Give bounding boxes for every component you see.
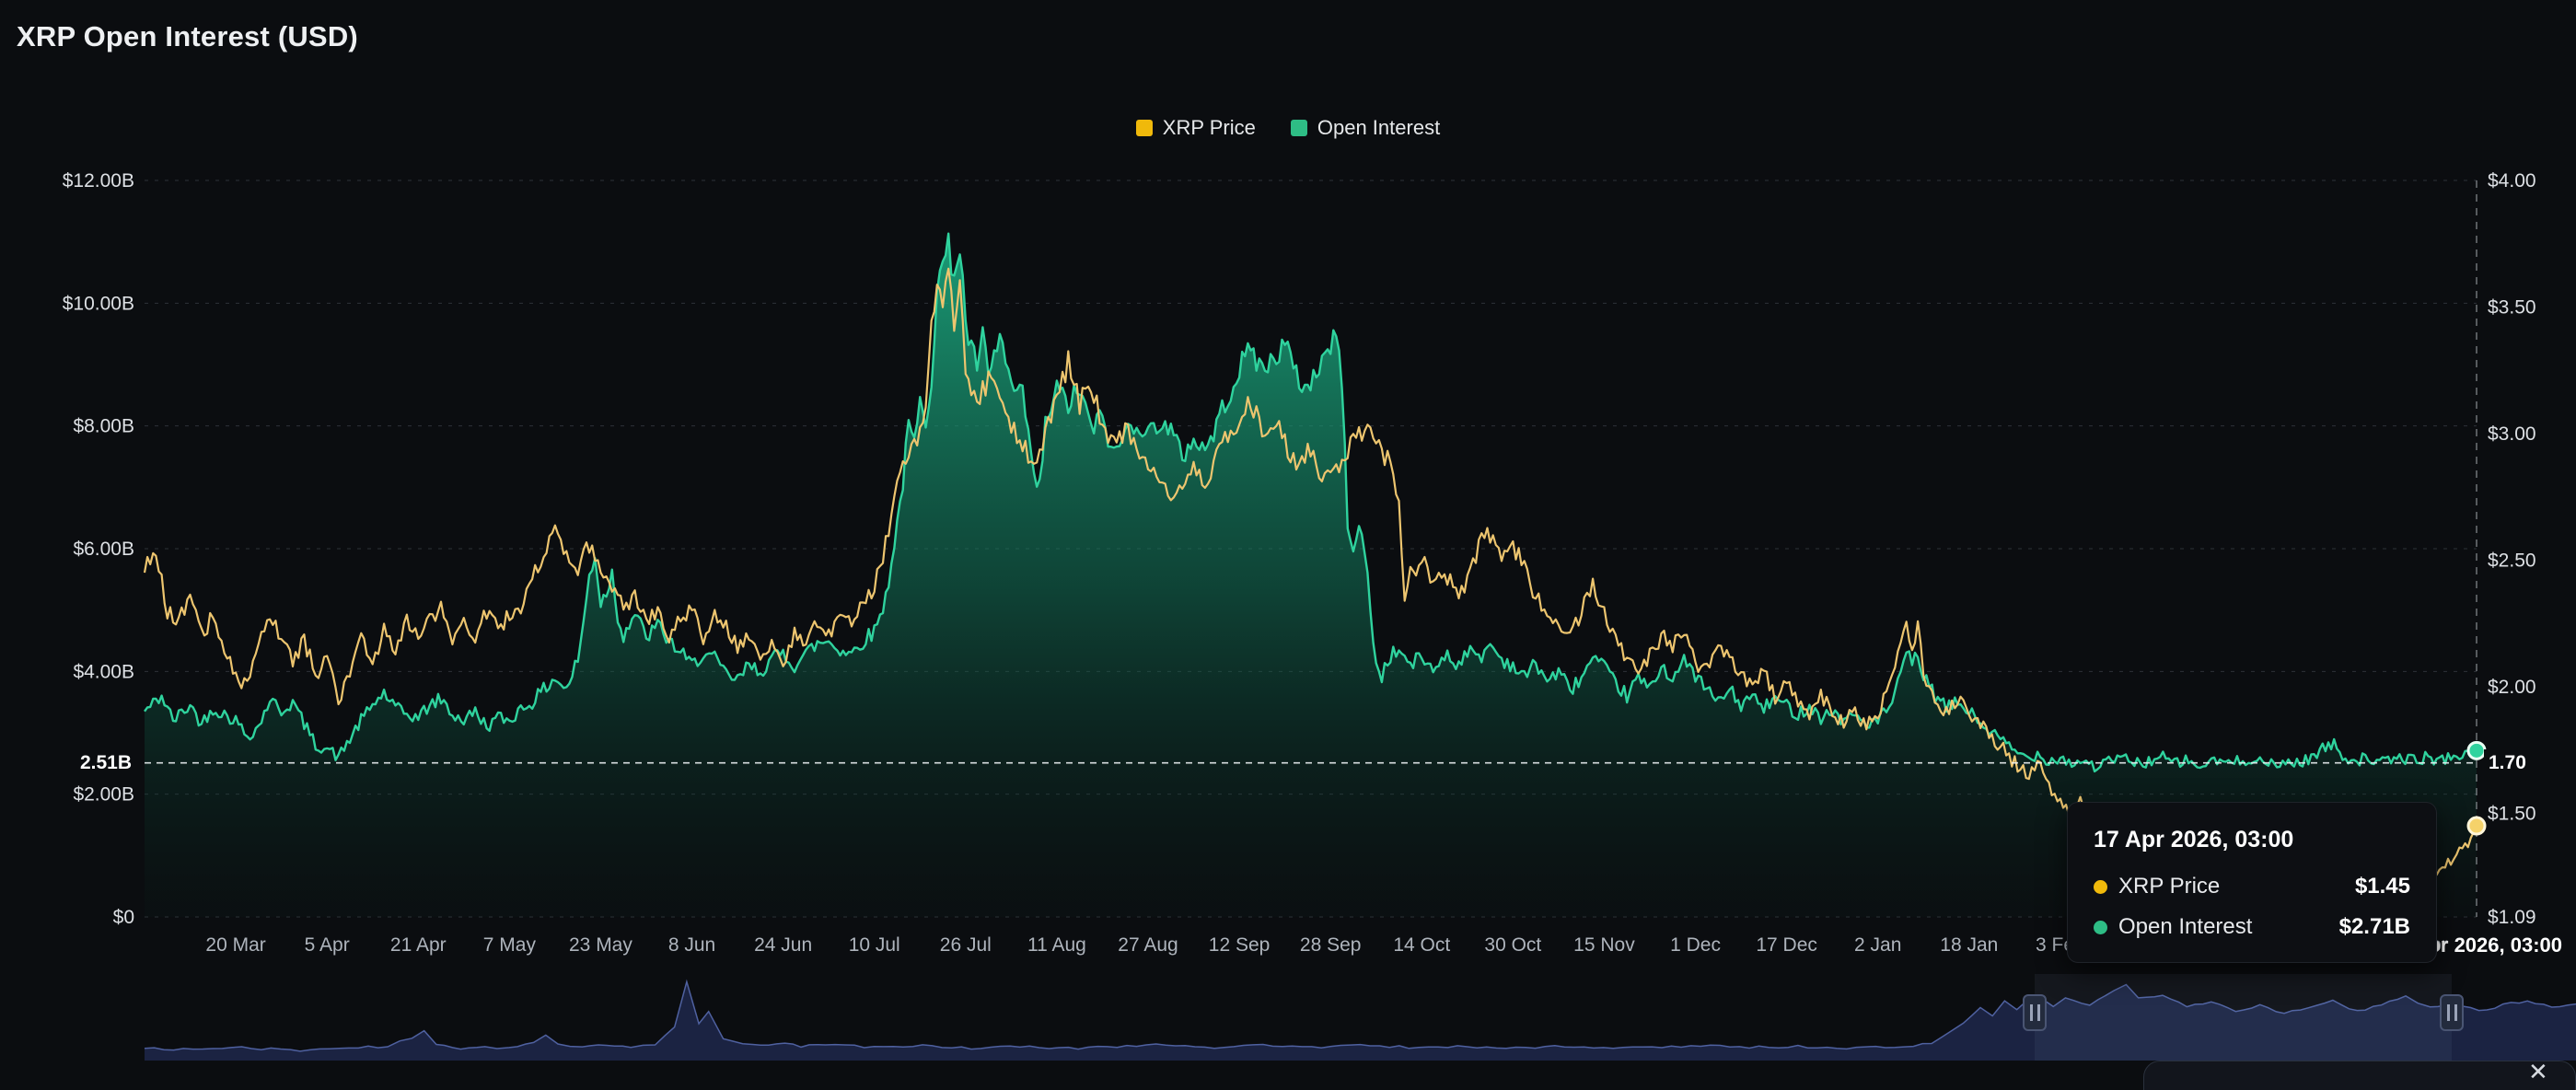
x-axis-label: 8 Jun — [668, 934, 715, 956]
x-axis-label: 28 Sep — [1300, 934, 1362, 956]
y-axis-label-left: $6.00B — [73, 539, 134, 560]
xrp-price-swatch-icon — [1135, 120, 1153, 136]
x-axis-label: 2 Jan — [1854, 934, 1901, 956]
y-axis-label-left: $0 — [113, 907, 134, 928]
tooltip-value: $1.45 — [2354, 874, 2410, 899]
open-interest-marker — [2466, 740, 2487, 760]
y-axis-label-right: $2.00 — [2488, 677, 2536, 698]
y-axis-label-right: $3.00 — [2488, 423, 2536, 445]
x-axis-label: 30 Oct — [1484, 934, 1541, 956]
tooltip-row-open-interest: Open Interest $2.71B — [2094, 914, 2410, 940]
xrp-price-marker — [2466, 816, 2487, 836]
crosshair-left-value-badge: 2.51B — [48, 748, 136, 777]
x-axis-label: 14 Oct — [1393, 934, 1450, 956]
x-axis-label: 11 Aug — [1027, 934, 1086, 956]
y-axis-label-right: $1.50 — [2488, 803, 2536, 824]
navigator-line — [144, 979, 2576, 1052]
legend: XRP Price Open Interest — [0, 116, 2576, 140]
x-axis-label: 12 Sep — [1209, 934, 1271, 956]
x-axis-label: 24 Jun — [754, 934, 812, 956]
x-axis-label: 1 Dec — [1670, 934, 1721, 956]
y-axis-label-left: $4.00B — [73, 661, 134, 682]
crosshair-right-value-badge: 1.70 — [2484, 748, 2531, 777]
legend-label-open-interest: Open Interest — [1317, 116, 1441, 139]
page-title: XRP Open Interest (USD) — [17, 20, 358, 52]
tooltip-value: $2.71B — [2338, 914, 2410, 939]
legend-item-open-interest[interactable]: Open Interest — [1290, 116, 1441, 140]
x-axis-label: 23 May — [569, 934, 632, 956]
tooltip: 17 Apr 2026, 03:00 XRP Price $1.45 Open … — [2067, 802, 2437, 963]
close-icon[interactable]: ✕ — [2528, 1058, 2548, 1085]
open-interest-area — [145, 233, 2477, 917]
x-axis-label: 17 Dec — [1756, 934, 1817, 956]
y-axis-label-left: $10.00B — [63, 293, 134, 314]
x-axis-label: 20 Mar — [205, 934, 265, 956]
x-axis-label: 21 Apr — [390, 934, 447, 956]
x-axis-label: 26 Jul — [940, 934, 992, 956]
navigator-area — [145, 981, 2576, 1061]
y-axis-label-right: $1.09 — [2488, 907, 2536, 928]
toast-panel — [2143, 1061, 2576, 1090]
navigator[interactable] — [0, 974, 2576, 1062]
navigator-selected-range[interactable] — [2035, 974, 2452, 1061]
y-axis-label-left: $2.00B — [73, 784, 134, 806]
tooltip-row-xrp-price: XRP Price $1.45 — [2094, 874, 2410, 899]
x-axis-label: 5 Apr — [305, 934, 350, 956]
navigator-right-handle-icon[interactable] — [2440, 994, 2464, 1031]
tooltip-label: Open Interest — [2118, 914, 2253, 939]
oi-dot-icon — [2094, 920, 2107, 934]
legend-label-xrp-price: XRP Price — [1162, 116, 1256, 139]
y-axis-label-right: $3.50 — [2488, 296, 2536, 318]
x-axis-label: 27 Aug — [1118, 934, 1178, 956]
open-interest-swatch-icon — [1290, 120, 1307, 136]
y-axis-label-left: $12.00B — [63, 170, 134, 191]
x-axis-label: 7 May — [483, 934, 537, 956]
price-dot-icon — [2094, 879, 2107, 894]
y-axis-label-left: $8.00B — [73, 416, 134, 437]
y-axis-label-right: $4.00 — [2488, 170, 2536, 191]
x-axis-label: 15 Nov — [1573, 934, 1635, 956]
y-axis-label-right: $2.50 — [2488, 550, 2536, 571]
x-axis-label: 18 Jan — [1940, 934, 1998, 956]
legend-item-xrp-price[interactable]: XRP Price — [1135, 116, 1256, 140]
navigator-left-handle-icon[interactable] — [2023, 994, 2047, 1031]
x-axis-label: 10 Jul — [849, 934, 900, 956]
tooltip-label: XRP Price — [2118, 874, 2221, 899]
tooltip-date: 17 Apr 2026, 03:00 — [2094, 827, 2294, 852]
